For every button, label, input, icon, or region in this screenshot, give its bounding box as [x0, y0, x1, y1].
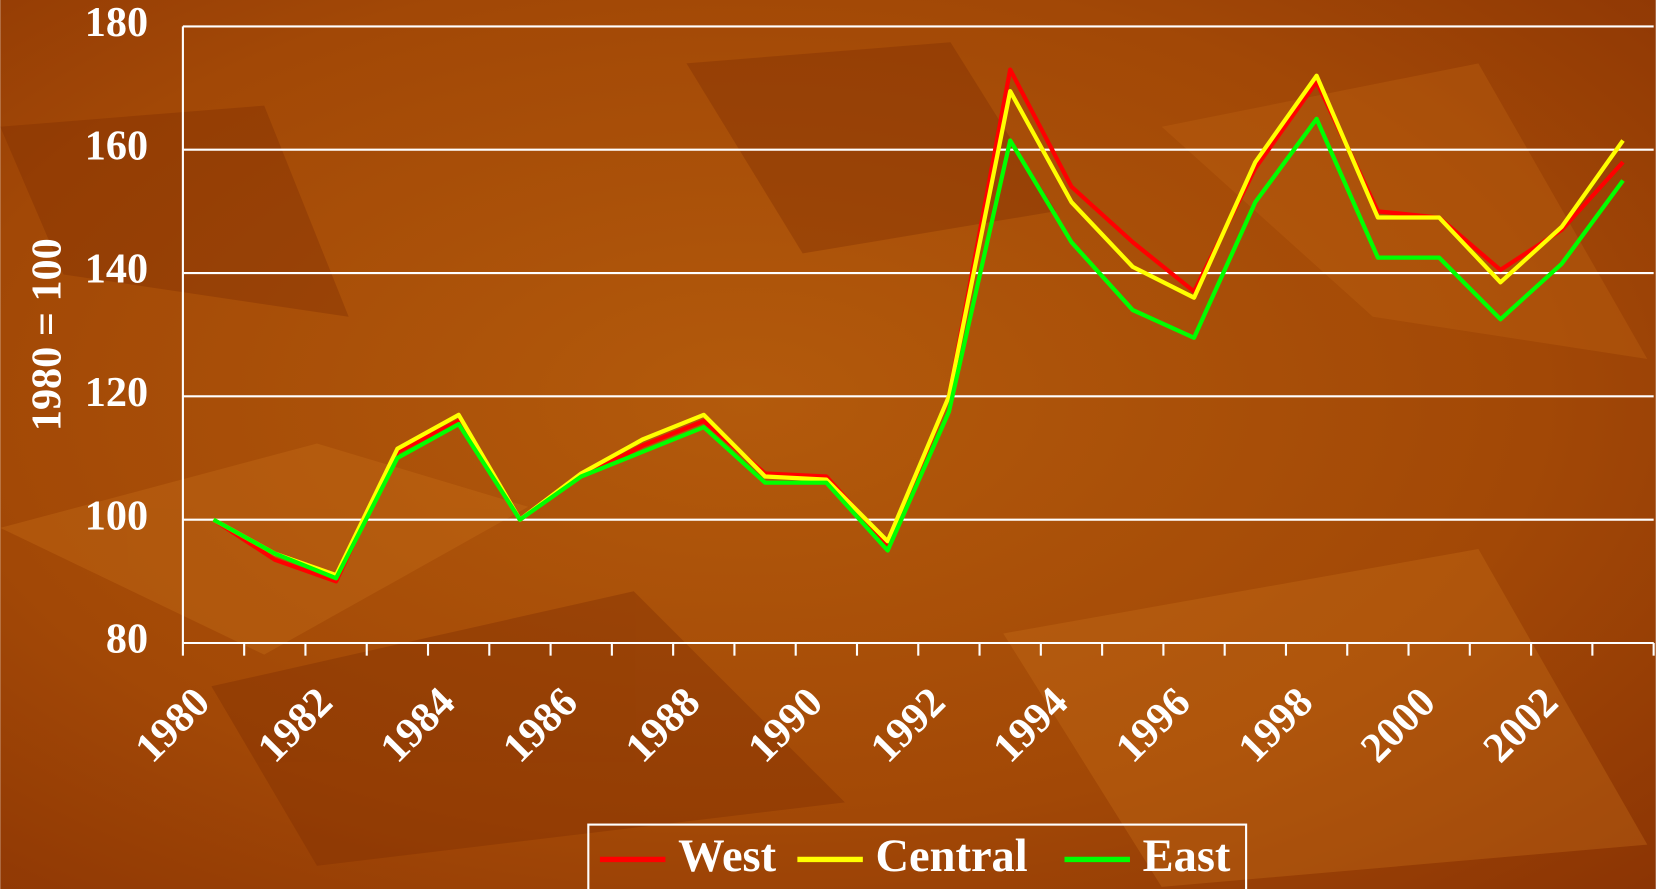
series-line	[212, 116, 1625, 581]
y-tick-label: 180	[85, 0, 148, 46]
legend-label: Central	[876, 831, 1028, 882]
y-tick-label: 100	[85, 492, 148, 539]
legend-box	[587, 823, 1248, 889]
y-tick-label: 160	[85, 122, 148, 169]
y-tick-label: 80	[106, 616, 148, 663]
series-line	[212, 73, 1625, 578]
decoration	[0, 42, 1648, 887]
legend-label: West	[678, 831, 777, 882]
legend: West Central East	[587, 823, 1248, 889]
y-tick-label: 120	[85, 369, 148, 416]
legend-label: East	[1143, 831, 1231, 882]
y-axis-label: 1980 = 100	[24, 238, 71, 431]
y-tick-label: 140	[85, 246, 148, 293]
